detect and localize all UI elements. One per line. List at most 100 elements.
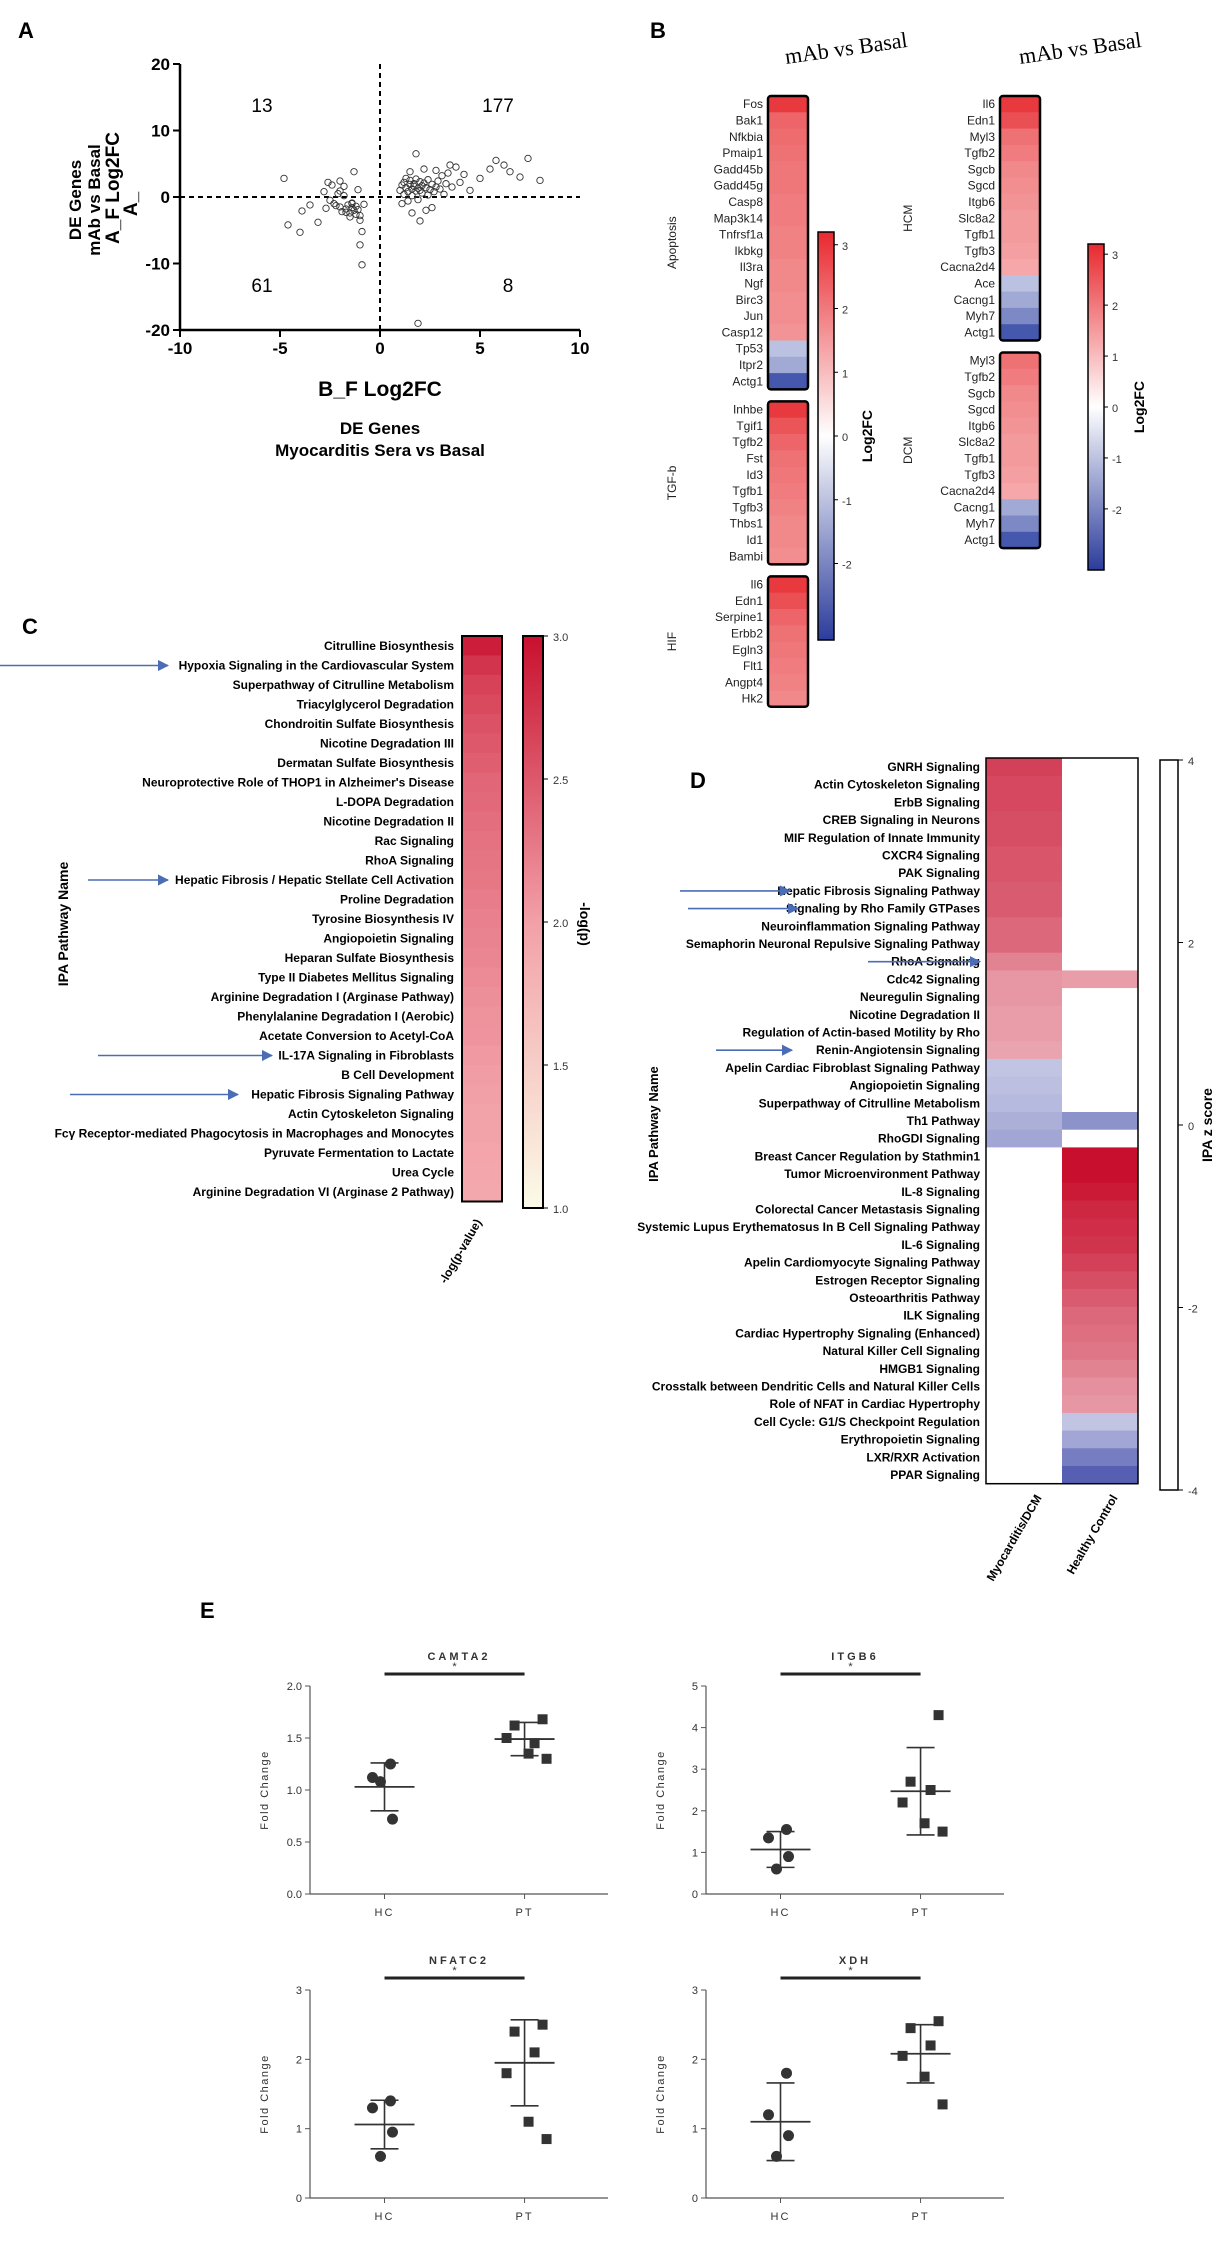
- heatmap-cell-dcm: [986, 1466, 1062, 1485]
- colorbar-gradient: [522, 635, 544, 1209]
- panel-letter-a: A: [18, 18, 34, 43]
- heatmap-cell-hc: [1062, 1058, 1138, 1078]
- data-point: [408, 192, 416, 200]
- y-tick-label: 0: [692, 1889, 698, 1901]
- gene-label: Tp53: [736, 342, 764, 356]
- x-axis-title-line1: DE Genes: [340, 419, 420, 438]
- heatmap-cell-hc: [1062, 1005, 1138, 1024]
- heatmap-cell: [462, 636, 502, 656]
- dotplot-camta2: 0.0 0.5 1.0 1.5 2.0 HC PT CAMTA2 Fold Change *: [259, 1651, 608, 1919]
- gene-label: Myl3: [970, 130, 996, 144]
- group-label: DCM: [901, 437, 915, 464]
- heatmap-cell: [768, 144, 808, 162]
- gene-label: Tgfb3: [964, 468, 995, 482]
- pathway-label: Role of NFAT in Cardiac Hypertrophy: [770, 1397, 981, 1411]
- pathway-label: Apelin Cardiac Fibroblast Signaling Path…: [725, 1061, 980, 1075]
- y-tick-label: 1.0: [287, 1785, 302, 1797]
- colorbar-label: IPA z score: [1199, 1088, 1215, 1162]
- heatmap-cell: [462, 1143, 502, 1163]
- pathway-label: Regulation of Actin-based Motility by Rh…: [742, 1026, 980, 1040]
- pt-point: [529, 1738, 540, 1749]
- colorbar-tick-label: -1: [1112, 454, 1122, 466]
- hc-point: [783, 2130, 794, 2142]
- heatmap-cell-dcm: [986, 864, 1062, 883]
- x-tick-label: HC: [771, 1907, 791, 1919]
- gene-label: Ikbkg: [734, 244, 763, 258]
- heatmap-cell: [1000, 210, 1040, 227]
- heatmap-cell: [768, 674, 808, 691]
- heatmap-cell-hc: [1062, 1023, 1138, 1042]
- data-point: [414, 319, 422, 327]
- y-axis-label: Fold Change: [259, 1750, 271, 1830]
- hc-point: [375, 2150, 386, 2162]
- heatmap-cell: [1000, 434, 1040, 451]
- gene-label: Myh7: [966, 517, 996, 531]
- data-point: [410, 182, 418, 191]
- pathway-label: HMGB1 Signaling: [879, 1362, 980, 1376]
- colorbar-tick-label: 1: [842, 368, 848, 380]
- pathway-label: Renin-Angiotensin Signaling: [816, 1043, 980, 1057]
- heatmap-cell-dcm: [986, 775, 1062, 794]
- data-point: [406, 168, 414, 176]
- y-tick-label: 0.0: [287, 1889, 302, 1901]
- dotplot-nfatc2: 0 1 2 3 HC PT NFATC2 Fold Change *: [259, 1955, 608, 2223]
- heatmap-cell-hc: [1062, 970, 1138, 989]
- y-tick-label: 0: [692, 2193, 698, 2205]
- pathway-label: Actin Cytoskeleton Signaling: [288, 1107, 454, 1121]
- pathway-label: Angiopoietin Signaling: [849, 1079, 980, 1093]
- data-point: [432, 166, 440, 175]
- heatmap-cell-dcm: [986, 952, 1062, 971]
- pt-point: [925, 2040, 936, 2051]
- heatmap-cell-hc: [1062, 1359, 1138, 1378]
- y-tick-label: 3: [692, 1764, 698, 1776]
- pathway-label: Acetate Conversion to Acetyl-CoA: [259, 1029, 454, 1043]
- heatmap-cell: [1000, 466, 1040, 484]
- data-point: [506, 168, 514, 176]
- data-point: [354, 186, 362, 194]
- gene-label: Tgfb3: [964, 244, 995, 258]
- colorbar-label: Log2FC: [1131, 381, 1147, 433]
- heatmap-cell: [462, 850, 502, 871]
- pathway-label: Apelin Cardiomyocyte Signaling Pathway: [744, 1256, 980, 1270]
- heatmap-frame: [766, 575, 810, 709]
- pt-point: [501, 2068, 512, 2079]
- y-tick-label: 3: [296, 1985, 302, 1997]
- gene-label: Erbb2: [731, 627, 763, 641]
- data-point: [414, 196, 422, 204]
- pathway-label: Pyruvate Fermentation to Lactate: [264, 1146, 454, 1160]
- heatmap-cell-hc: [1062, 793, 1138, 812]
- pathway-label: Hepatic Fibrosis / Hepatic Stellate Cell…: [175, 873, 454, 887]
- data-point: [404, 188, 412, 196]
- pathway-label: Urea Cycle: [392, 1166, 454, 1180]
- heatmap-cell: [1000, 242, 1040, 260]
- heatmap-cell: [462, 1045, 502, 1066]
- heatmap-cell-hc: [1062, 758, 1138, 777]
- data-point: [336, 177, 344, 185]
- heatmap-cell-dcm: [986, 1412, 1062, 1432]
- heatmap-cell-hc: [1062, 846, 1138, 865]
- colorbar-tick-label: -2: [1188, 1304, 1198, 1316]
- gene-label: Inhbe: [733, 403, 763, 417]
- heatmap-cell-dcm: [986, 1359, 1062, 1378]
- pt-point: [919, 2071, 930, 2082]
- heatmap-cell-dcm: [986, 1129, 1062, 1148]
- heatmap-cell-hc: [1062, 775, 1138, 794]
- data-point: [346, 213, 354, 221]
- y-tick-label: 1: [692, 2124, 698, 2136]
- colorbar-tick-label: 4: [1188, 756, 1194, 768]
- hc-point: [385, 1758, 396, 1770]
- data-point: [422, 184, 430, 192]
- heatmap-cell: [768, 307, 808, 325]
- heatmap-cell: [1000, 352, 1040, 370]
- heatmap-cell-dcm: [986, 811, 1062, 830]
- data-point: [338, 207, 346, 216]
- heatmap-cell-hc: [1062, 1076, 1138, 1095]
- data-point: [340, 192, 348, 200]
- pathway-label: Hypoxia Signaling in the Cardiovascular …: [179, 659, 454, 673]
- gene-label: Fos: [743, 97, 763, 111]
- data-point: [416, 178, 424, 186]
- pt-point: [937, 1826, 948, 1837]
- pathway-label: Natural Killer Cell Signaling: [823, 1344, 980, 1358]
- gene-label: Thbs1: [730, 517, 764, 531]
- data-point: [420, 165, 428, 173]
